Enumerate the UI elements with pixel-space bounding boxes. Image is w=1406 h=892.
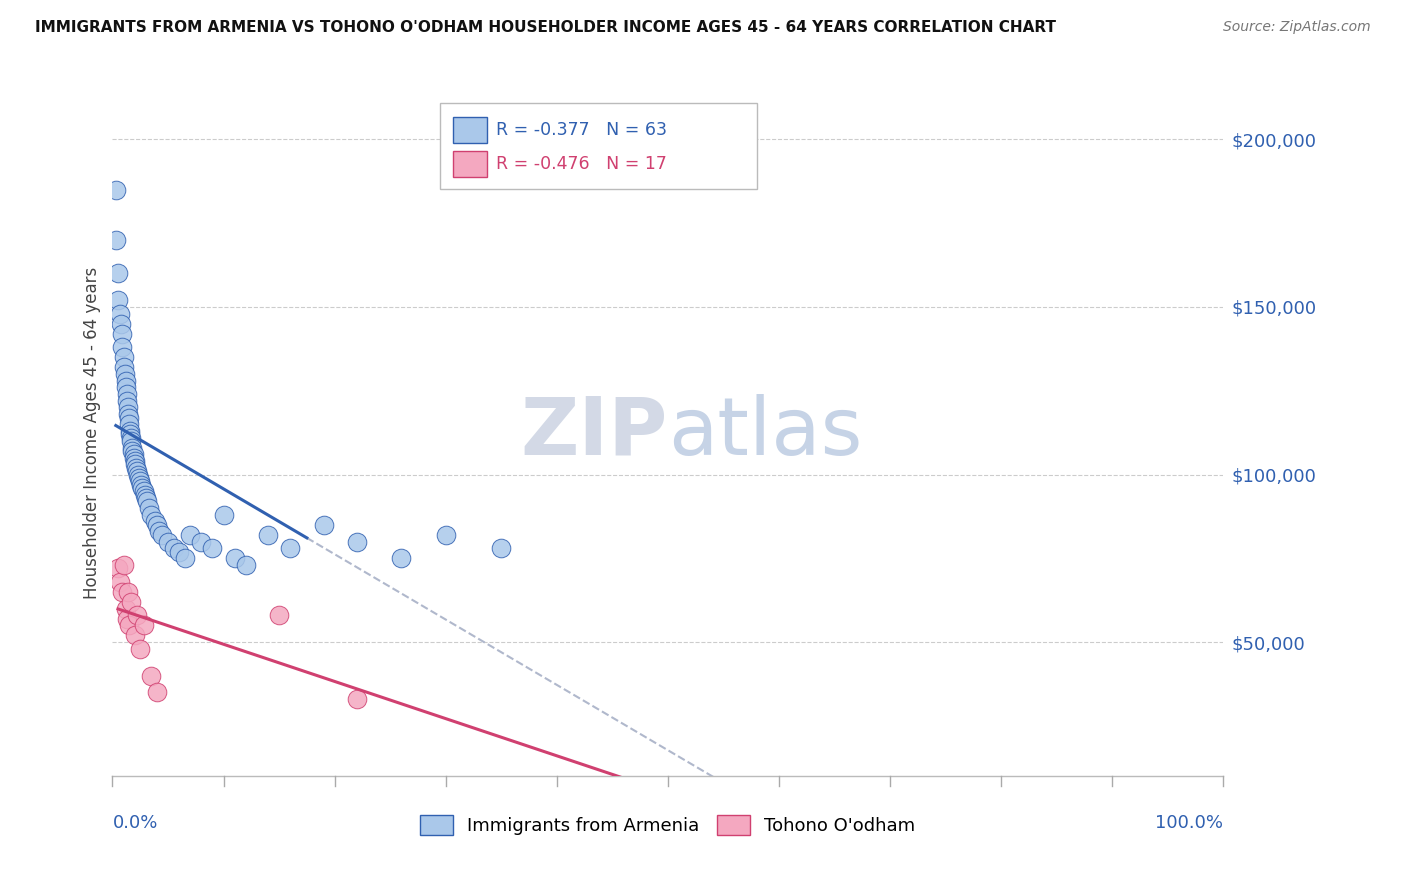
Point <box>489 541 512 556</box>
Point <box>111 326 134 341</box>
Text: ZIP: ZIP <box>520 393 668 472</box>
Point <box>128 471 150 485</box>
Text: 100.0%: 100.0% <box>1156 814 1223 832</box>
Point <box>124 454 146 468</box>
Point <box>117 401 139 415</box>
Point <box>115 393 138 408</box>
Point <box>143 515 166 529</box>
Point <box>146 517 169 532</box>
Point <box>114 380 136 394</box>
Point <box>131 477 153 491</box>
Point <box>135 491 157 505</box>
Point <box>389 551 412 566</box>
Point <box>115 611 138 625</box>
Point <box>141 508 163 522</box>
Point <box>110 317 132 331</box>
Point <box>120 431 142 445</box>
Point <box>124 458 146 472</box>
Legend: Immigrants from Armenia, Tohono O'odham: Immigrants from Armenia, Tohono O'odham <box>413 808 922 843</box>
Point <box>224 551 246 566</box>
Point <box>111 340 134 354</box>
Point <box>114 601 136 615</box>
Point <box>110 307 132 321</box>
Point <box>312 517 335 532</box>
Y-axis label: Householder Income Ages 45 - 64 years: Householder Income Ages 45 - 64 years <box>83 267 101 599</box>
Point <box>346 534 368 549</box>
Text: 0.0%: 0.0% <box>112 814 157 832</box>
Point <box>212 508 235 522</box>
Point <box>121 441 143 455</box>
Point <box>118 417 141 432</box>
Point <box>141 668 163 682</box>
Point <box>131 481 153 495</box>
Point <box>146 685 169 699</box>
Point <box>112 360 135 375</box>
FancyBboxPatch shape <box>440 103 756 189</box>
Point <box>104 233 127 247</box>
Point <box>121 444 143 458</box>
Point <box>190 534 212 549</box>
Point <box>162 541 184 556</box>
Point <box>125 608 148 623</box>
Point <box>125 464 148 478</box>
Point <box>107 293 129 308</box>
Point <box>117 407 139 421</box>
Point <box>110 574 132 589</box>
Point <box>257 528 280 542</box>
Point <box>129 474 152 488</box>
Text: R = -0.476   N = 17: R = -0.476 N = 17 <box>496 155 666 173</box>
Text: Source: ZipAtlas.com: Source: ZipAtlas.com <box>1223 20 1371 34</box>
Point <box>434 528 457 542</box>
Text: atlas: atlas <box>668 393 862 472</box>
Point <box>115 387 138 401</box>
Point <box>134 487 156 501</box>
Point <box>278 541 301 556</box>
Point <box>135 494 157 508</box>
Point <box>107 561 129 575</box>
Point <box>157 534 180 549</box>
Point <box>167 544 190 558</box>
Point <box>127 467 149 482</box>
Point <box>111 584 134 599</box>
Point <box>117 584 139 599</box>
Point <box>104 183 127 197</box>
Point <box>122 447 145 461</box>
Point <box>129 641 152 656</box>
Point <box>120 427 142 442</box>
Point <box>120 595 142 609</box>
Point <box>112 350 135 364</box>
Point <box>267 608 291 623</box>
Point <box>107 267 129 281</box>
Point <box>125 460 148 475</box>
Point <box>118 410 141 425</box>
FancyBboxPatch shape <box>454 117 486 143</box>
Point <box>138 501 160 516</box>
Point <box>120 434 142 448</box>
FancyBboxPatch shape <box>454 151 486 178</box>
Point <box>114 367 136 381</box>
Point <box>124 628 146 642</box>
Point <box>235 558 257 572</box>
Point <box>122 450 145 465</box>
Point <box>114 374 136 388</box>
Point <box>120 424 142 438</box>
Point <box>112 558 135 572</box>
Point <box>132 484 155 499</box>
Point <box>173 551 195 566</box>
Point <box>201 541 224 556</box>
Point <box>152 528 174 542</box>
Point <box>132 618 155 632</box>
Point <box>148 524 170 539</box>
Point <box>118 618 141 632</box>
Text: IMMIGRANTS FROM ARMENIA VS TOHONO O'ODHAM HOUSEHOLDER INCOME AGES 45 - 64 YEARS : IMMIGRANTS FROM ARMENIA VS TOHONO O'ODHA… <box>35 20 1056 35</box>
Text: R = -0.377   N = 63: R = -0.377 N = 63 <box>496 120 666 139</box>
Point <box>346 692 368 706</box>
Point <box>179 528 201 542</box>
